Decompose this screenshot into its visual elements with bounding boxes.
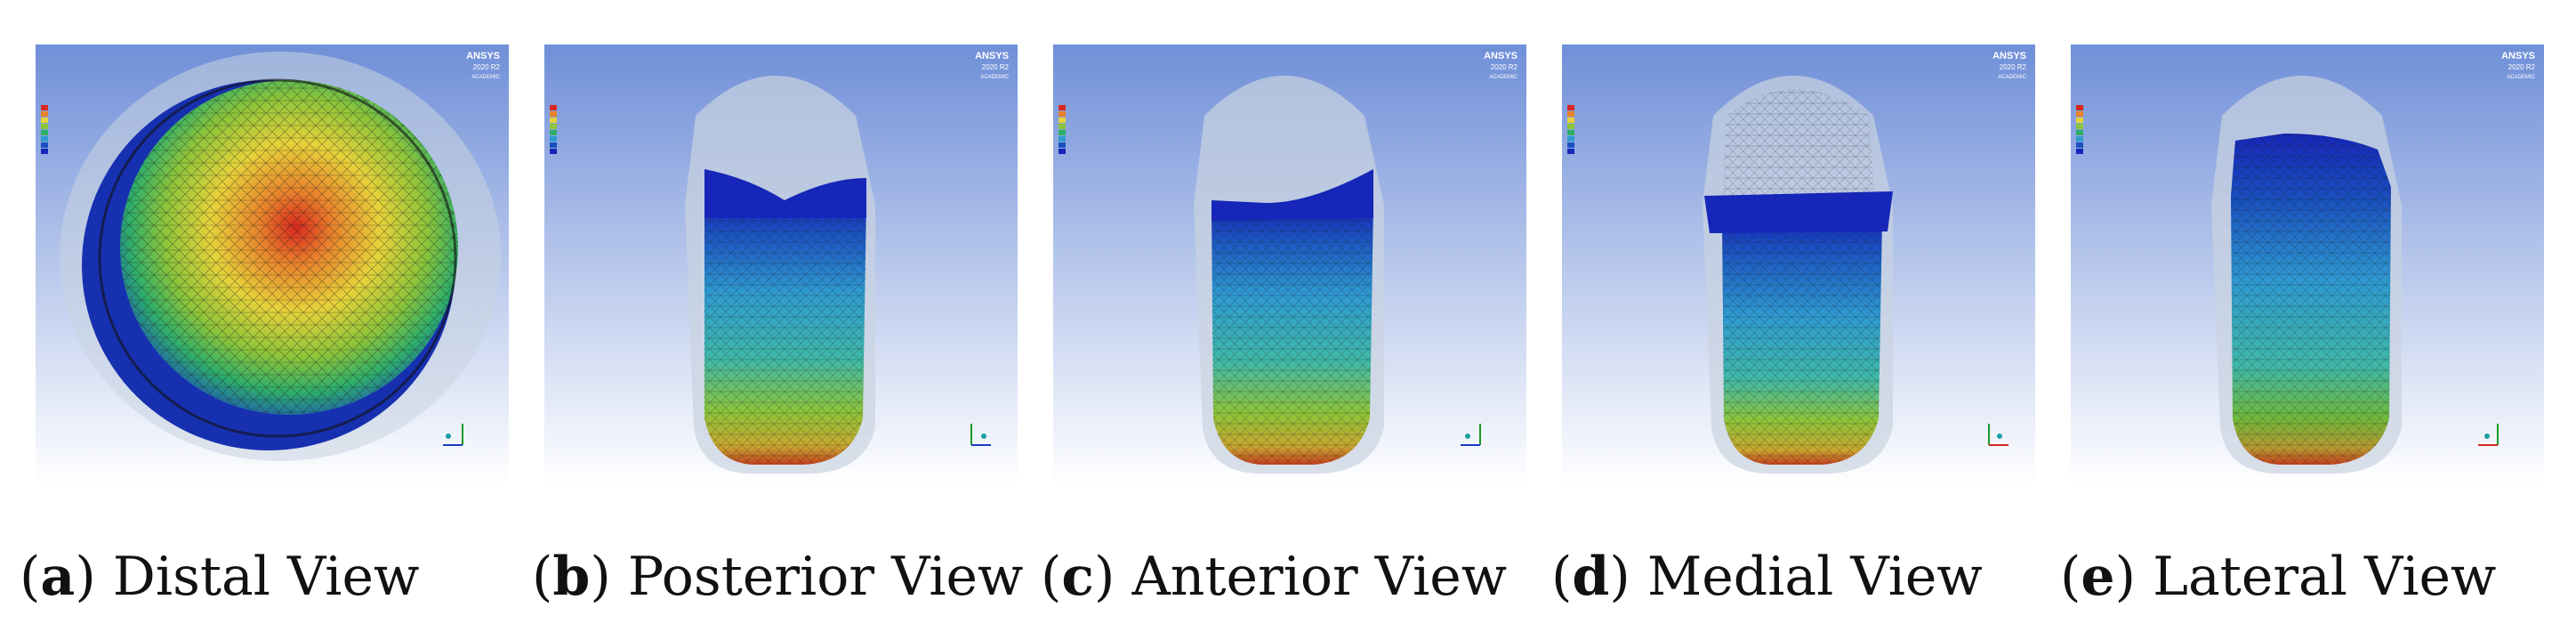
ansys-edition: ACADEMIC bbox=[980, 75, 1009, 80]
ansys-edition: ACADEMIC bbox=[2507, 75, 2535, 80]
caption-c: (c) Anterior View bbox=[1041, 546, 1508, 608]
axis-triad-icon bbox=[2478, 424, 2499, 446]
caption-text: Lateral View bbox=[2153, 546, 2497, 608]
ansys-version: 2020 R2 bbox=[473, 63, 501, 71]
caption-letter: a bbox=[40, 546, 76, 608]
panel-distal: ANSYS 2020 R2 ACADEMIC bbox=[36, 45, 509, 484]
ansys-brand: ANSYS bbox=[1992, 51, 2026, 61]
distal-view-image: ANSYS 2020 R2 ACADEMIC bbox=[36, 45, 509, 484]
caption-text: Distal View bbox=[112, 546, 420, 608]
medial-view-image: ANSYS 2020 R2 ACADEMIC bbox=[1562, 45, 2035, 484]
axis-triad-icon bbox=[970, 424, 991, 446]
caption-d: (d) Medial View bbox=[1551, 546, 1983, 608]
caption-letter: d bbox=[1572, 546, 1610, 608]
ansys-version: 2020 R2 bbox=[2000, 63, 2027, 71]
caption-e: (e) Lateral View bbox=[2060, 546, 2497, 608]
caption-letter: e bbox=[2081, 546, 2115, 608]
axis-triad-icon bbox=[1461, 424, 1481, 446]
ansys-version: 2020 R2 bbox=[1491, 63, 1518, 71]
caption-text: Medial View bbox=[1646, 546, 1983, 608]
stress-legend bbox=[41, 105, 48, 154]
stress-legend bbox=[1059, 105, 1066, 154]
caption-letter: b bbox=[552, 546, 591, 608]
caption-text: Anterior View bbox=[1131, 546, 1508, 608]
posterior-view-image: ANSYS 2020 R2 ACADEMIC bbox=[544, 45, 1018, 484]
caption-b: (b) Posterior View bbox=[532, 546, 1024, 608]
stress-legend bbox=[550, 105, 557, 154]
panel-lateral: ANSYS 2020 R2 ACADEMIC bbox=[2071, 45, 2544, 484]
ansys-version: 2020 R2 bbox=[2508, 63, 2536, 71]
panel-medial: ANSYS 2020 R2 ACADEMIC bbox=[1562, 45, 2035, 484]
caption-text: Posterior View bbox=[627, 546, 1024, 608]
ansys-edition: ACADEMIC bbox=[471, 75, 500, 80]
panel-anterior: ANSYS 2020 R2 ACADEMIC bbox=[1053, 45, 1526, 484]
lateral-view-image: ANSYS 2020 R2 ACADEMIC bbox=[2071, 45, 2544, 484]
panel-posterior: ANSYS 2020 R2 ACADEMIC bbox=[544, 45, 1018, 484]
ansys-brand: ANSYS bbox=[975, 51, 1009, 61]
ansys-edition: ACADEMIC bbox=[1489, 75, 1517, 80]
anterior-view-image: ANSYS 2020 R2 ACADEMIC bbox=[1053, 45, 1526, 484]
ansys-brand: ANSYS bbox=[2501, 51, 2535, 61]
caption-a: (a) Distal View bbox=[20, 546, 420, 608]
stress-legend bbox=[1567, 105, 1574, 154]
stress-legend bbox=[2076, 105, 2083, 154]
axis-triad-icon bbox=[443, 424, 463, 446]
axis-triad-icon bbox=[1988, 424, 2008, 446]
caption-letter: c bbox=[1061, 546, 1094, 608]
ansys-brand: ANSYS bbox=[466, 51, 500, 61]
ansys-version: 2020 R2 bbox=[982, 63, 1010, 71]
ansys-edition: ACADEMIC bbox=[1998, 75, 2026, 80]
ansys-brand: ANSYS bbox=[1484, 51, 1517, 61]
